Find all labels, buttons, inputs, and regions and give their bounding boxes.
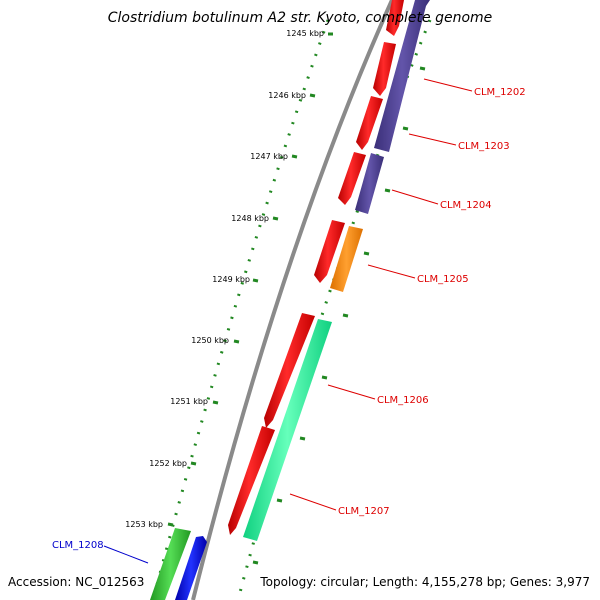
ruler-dots-right — [236, 19, 432, 600]
leader-line — [367, 264, 416, 279]
tick-mark — [291, 154, 298, 159]
tick-label: 1253 kbp — [125, 520, 163, 529]
leader-line — [391, 189, 439, 205]
tick-mark — [384, 188, 391, 193]
cog-track — [150, 0, 430, 600]
gene-label[interactable]: CLM_1208 — [52, 540, 104, 551]
leader-line — [408, 133, 457, 146]
cog-feature-orange[interactable] — [330, 226, 363, 292]
tick-label: 1251 kbp — [170, 397, 208, 406]
tick-label: 1248 kbp — [231, 214, 269, 223]
cog-feature-blue[interactable] — [175, 536, 207, 600]
cds-feature[interactable] — [314, 220, 345, 283]
genome-backbone — [191, 0, 394, 600]
tick-label: 1250 kbp — [191, 336, 229, 345]
gene-label[interactable]: CLM_1202 — [474, 87, 526, 98]
map-title: Clostridium botulinum A2 str. Kyoto, com… — [108, 10, 493, 26]
gene-label[interactable]: CLM_1207 — [338, 506, 390, 517]
cds-feature[interactable] — [228, 426, 275, 535]
cds-feature[interactable] — [373, 42, 396, 96]
tick-labels: 1245 kbp 1246 kbp 1247 kbp 1248 kbp 1249… — [125, 29, 324, 529]
cog-feature-purple[interactable] — [374, 0, 430, 152]
tick-mark — [233, 339, 240, 344]
gene-labels: CLM_1202 CLM_1203 CLM_1204 CLM_1205 CLM_… — [52, 87, 526, 551]
cds-feature[interactable] — [338, 152, 366, 205]
tick-label: 1247 kbp — [250, 152, 288, 161]
tick-mark — [419, 66, 426, 71]
gene-label[interactable]: CLM_1206 — [377, 395, 429, 406]
cds-feature[interactable] — [356, 96, 383, 150]
tick-label: 1249 kbp — [212, 275, 250, 284]
tick-mark — [190, 461, 197, 466]
cog-feature-purple[interactable] — [355, 153, 384, 214]
leader-line — [423, 78, 473, 92]
tick-label: 1246 kbp — [268, 91, 306, 100]
major-ticks — [167, 32, 333, 527]
tick-mark — [342, 313, 349, 318]
leader-line — [289, 493, 337, 511]
tick-mark — [212, 400, 219, 405]
tick-mark — [363, 251, 370, 256]
tick-mark — [309, 93, 316, 98]
tick-label: 1252 kbp — [149, 459, 187, 468]
cds-feature[interactable] — [264, 313, 315, 428]
tick-mark — [402, 126, 409, 131]
leader-line — [327, 384, 376, 400]
cds-track — [228, 0, 404, 535]
cog-feature-teal[interactable] — [243, 319, 332, 541]
tick-mark — [252, 560, 259, 565]
tick-mark — [272, 216, 279, 221]
right-ticks — [252, 66, 426, 565]
tick-label: 1245 kbp — [286, 29, 324, 38]
leader-line — [103, 545, 149, 564]
gene-label[interactable]: CLM_1205 — [417, 274, 469, 285]
cog-feature-green[interactable] — [150, 528, 191, 600]
tick-mark — [299, 436, 306, 441]
gene-label[interactable]: CLM_1204 — [440, 200, 492, 211]
tick-mark — [167, 522, 174, 527]
tick-mark — [321, 375, 328, 380]
summary-text: Topology: circular; Length: 4,155,278 bp… — [259, 575, 590, 589]
tick-mark — [276, 498, 283, 503]
accession-text: Accession: NC_012563 — [8, 575, 144, 589]
label-leaders — [103, 78, 473, 564]
tick-mark — [252, 278, 259, 283]
cds-feature[interactable] — [386, 0, 404, 36]
gene-label[interactable]: CLM_1203 — [458, 141, 510, 152]
